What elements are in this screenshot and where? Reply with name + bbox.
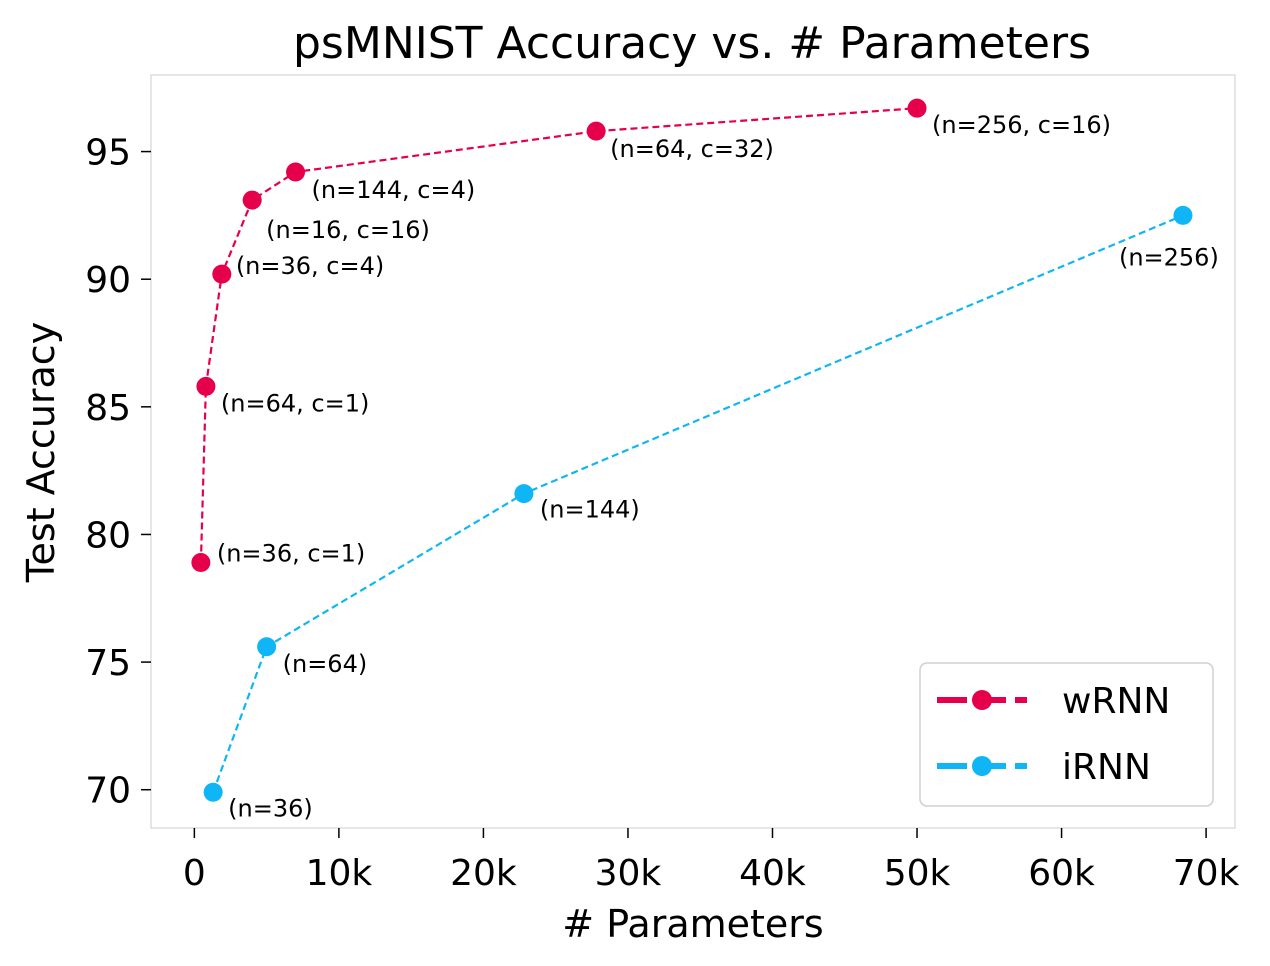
x-tick-label: 70k	[1173, 853, 1240, 894]
x-tick-label: 60k	[1028, 853, 1095, 894]
y-tick-label: 95	[85, 133, 131, 174]
x-axis: 0 10k 20k 30k 40k 50k 60k 70k	[183, 828, 1240, 894]
y-axis: 70 75 80 85 90 95	[85, 133, 151, 812]
y-tick-label: 70	[85, 771, 131, 812]
x-tick-label: 40k	[739, 853, 806, 894]
legend: wRNN iRNN	[919, 662, 1214, 807]
data-point	[196, 376, 216, 396]
y-tick-label: 90	[85, 260, 131, 301]
data-point	[907, 98, 927, 118]
legend-marker-irnn	[972, 756, 992, 776]
data-point	[286, 162, 306, 182]
data-point-label: (n=36)	[228, 794, 313, 822]
data-point-label: (n=256, c=16)	[932, 111, 1111, 139]
x-tick-label: 50k	[884, 853, 951, 894]
data-point-label: (n=144, c=4)	[312, 176, 476, 204]
x-tick-label: 10k	[306, 853, 373, 894]
y-axis-label: Test Accuracy	[19, 322, 63, 583]
y-tick-label: 75	[85, 643, 131, 684]
x-axis-label: # Parameters	[562, 902, 823, 946]
data-point-label: (n=16, c=16)	[266, 216, 430, 244]
legend-label-wrnn: wRNN	[1062, 681, 1170, 722]
data-point-label: (n=256)	[1119, 243, 1219, 271]
data-point	[514, 484, 534, 504]
data-point-label: (n=64, c=1)	[221, 389, 369, 417]
legend-label-irnn: iRNN	[1062, 747, 1151, 788]
x-tick-label: 20k	[450, 853, 517, 894]
data-point-label: (n=36, c=1)	[217, 540, 365, 568]
data-point-label: (n=64)	[283, 650, 368, 678]
data-point	[191, 553, 211, 573]
data-point	[257, 637, 277, 657]
data-point	[586, 121, 606, 141]
legend-marker-wrnn	[972, 690, 992, 710]
series-irnn: (n=36) (n=64) (n=144) (n=256)	[203, 205, 1219, 822]
data-point	[212, 264, 232, 284]
x-tick-label: 30k	[595, 853, 662, 894]
series-layer: (n=36, c=1) (n=64, c=1) (n=36, c=4) (n=16, …	[191, 98, 1219, 822]
y-tick-label: 80	[85, 515, 131, 556]
data-point	[203, 782, 223, 802]
series-wrnn: (n=36, c=1) (n=64, c=1) (n=36, c=4) (n=16, …	[191, 98, 1111, 573]
data-point-label: (n=64, c=32)	[610, 135, 774, 163]
chart-title: psMNIST Accuracy vs. # Parameters	[293, 18, 1091, 69]
data-point	[1173, 205, 1193, 225]
y-tick-label: 85	[85, 388, 131, 429]
data-point-label: (n=36, c=4)	[236, 252, 384, 280]
x-tick-label: 0	[183, 853, 206, 894]
series-line-irnn	[212, 214, 1184, 793]
data-point-label: (n=144)	[540, 496, 640, 524]
data-point	[242, 190, 262, 210]
